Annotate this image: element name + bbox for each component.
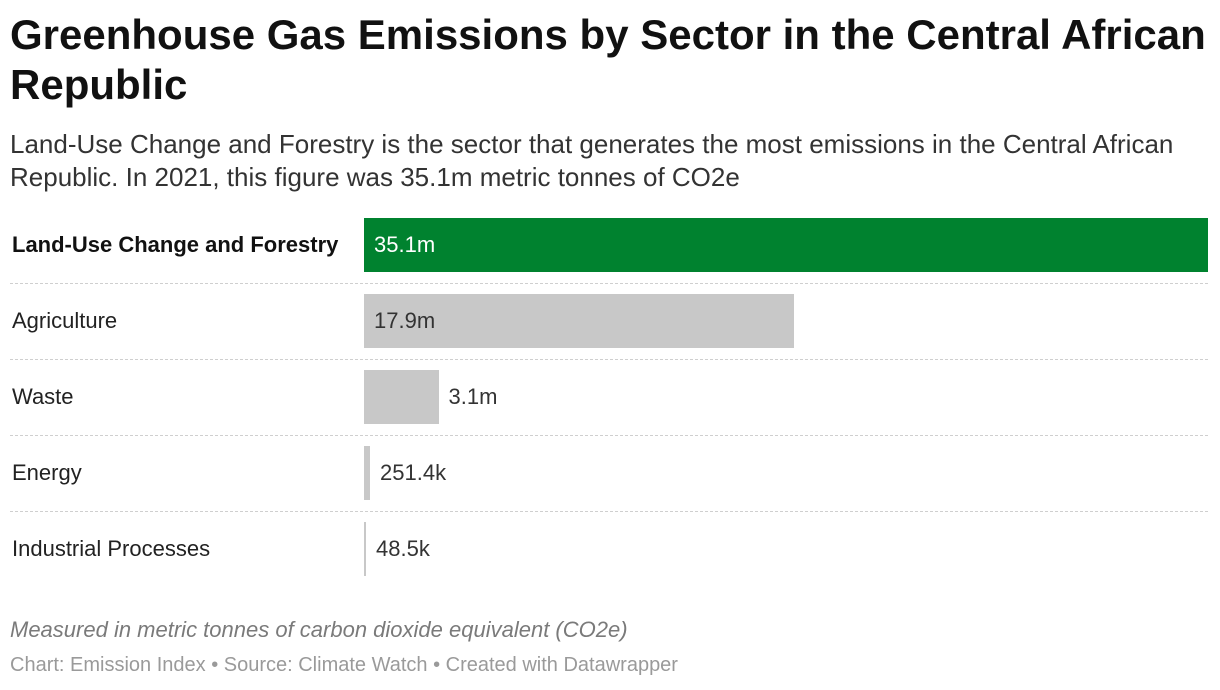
bar: [364, 370, 439, 424]
row-separator: [10, 359, 1208, 360]
bar-chart: Land-Use Change and Forestry 35.1m Agricul…: [0, 218, 1220, 598]
value-label: 17.9m: [374, 308, 436, 333]
value-label: 251.4k: [380, 460, 447, 485]
row-separator: [10, 283, 1208, 284]
category-label: Agriculture: [12, 308, 118, 333]
row-separator: [10, 435, 1208, 436]
chart-title: Greenhouse Gas Emissions by Sector in th…: [10, 11, 1206, 108]
value-label: 48.5k: [376, 536, 430, 561]
bar-row: Industrial Processes 48.5k: [0, 522, 1220, 598]
bar-row: Waste 3.1m: [0, 370, 1220, 446]
category-label: Industrial Processes: [12, 536, 211, 561]
bar: [364, 218, 1208, 272]
bar-row: Land-Use Change and Forestry 35.1m: [0, 218, 1220, 294]
bar-row: Energy 251.4k: [0, 446, 1220, 522]
value-label: 3.1m: [448, 384, 498, 409]
category-label: Waste: [12, 384, 74, 409]
bar-row: Agriculture 17.9m: [0, 294, 1220, 370]
bar: [364, 446, 371, 500]
bar: [364, 522, 366, 576]
bar: [364, 294, 795, 348]
row-separator: [10, 511, 1208, 512]
chart-footer: Chart: Emission Index • Source: Climate …: [10, 654, 678, 676]
chart-note: Measured in metric tonnes of carbon diox…: [10, 617, 628, 642]
chart-subtitle: Land-Use Change and Forestry is the sect…: [10, 129, 1174, 192]
value-label: 35.1m: [374, 232, 436, 257]
category-label: Energy: [12, 460, 82, 485]
category-label: Land-Use Change and Forestry: [12, 232, 339, 257]
